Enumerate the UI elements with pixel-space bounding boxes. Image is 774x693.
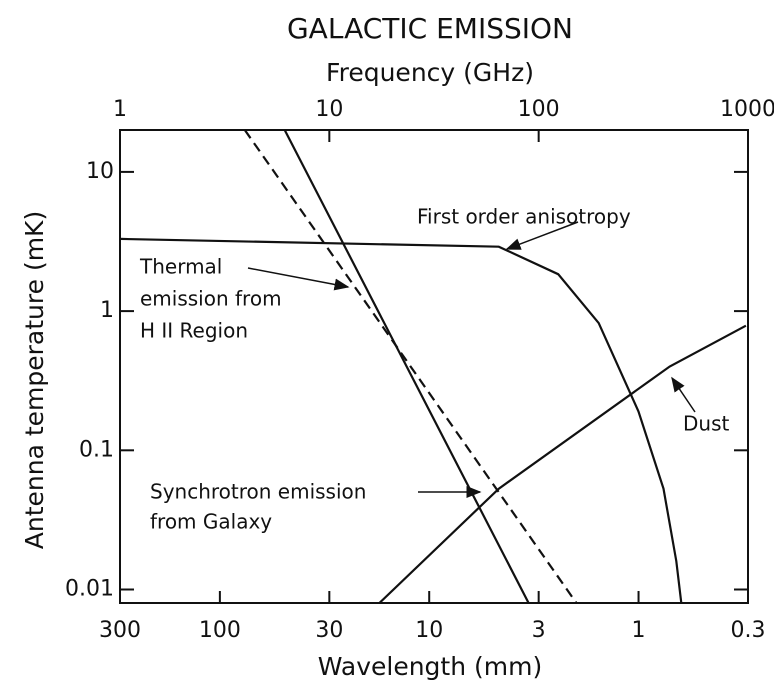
y-tick-label: 0.1 [79,437,114,462]
y-axis-label: Antenna temperature (mK) [20,211,49,549]
x-tick-label: 100 [199,618,241,643]
x-tick-label: 30 [315,618,343,643]
x-tick-label: 1 [632,618,646,643]
annotation: from Galaxy [150,510,272,534]
x-axis-label: Wavelength (mm) [318,652,542,681]
annotation: Dust [683,412,729,436]
y-tick-label: 10 [86,159,114,184]
plot-frame [119,129,749,604]
x-tick-label: 0.3 [731,618,766,643]
chart-title: GALACTIC EMISSION [287,12,573,45]
y-tick-label: 0.01 [65,577,114,602]
x-tick-label: 300 [99,618,141,643]
annotation: Thermal [139,255,222,279]
arrow [671,376,696,413]
series-line [119,237,683,604]
arrow [247,267,350,291]
series-line [283,129,530,604]
series-line [378,324,747,604]
series-line [243,129,578,604]
x2-tick-label: 10 [315,97,343,122]
x-tick-label: 3 [532,618,546,643]
x2-tick-label: 100 [518,97,560,122]
annotation: Synchrotron emission [150,480,366,504]
arrow [505,221,579,250]
y-tick-label: 1 [100,298,114,323]
x-tick-label: 10 [415,618,443,643]
annotation: H II Region [140,319,248,343]
x2-axis-label: Frequency (GHz) [326,58,534,87]
annotation: emission from [140,287,282,311]
x2-tick-label: 1000 [720,97,774,122]
annotation: First order anisotropy [417,205,631,229]
x2-tick-label: 1 [113,97,127,122]
